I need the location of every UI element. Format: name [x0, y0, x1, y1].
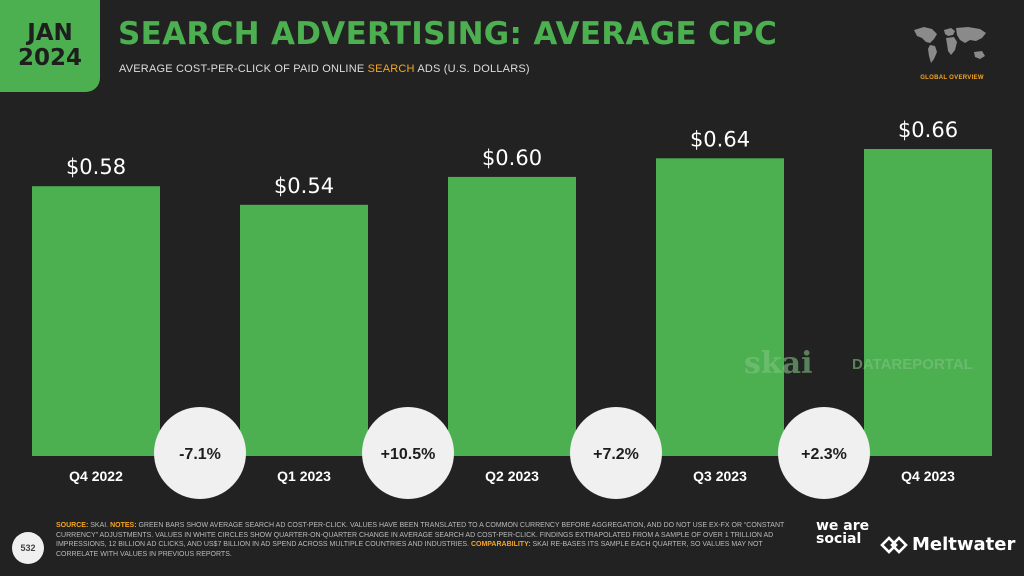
bar-chart: $0.58 Q4 2022 $0.54 Q1 2023 $0.60 Q2 2023 $0.6…: [32, 118, 992, 499]
bar-4: [864, 149, 992, 456]
world-map-icon: [914, 27, 986, 63]
notes-label: NOTES:: [110, 522, 137, 529]
category-label-4: Q4 2023: [901, 468, 955, 484]
value-label-3: $0.64: [690, 127, 750, 151]
subtitle-highlight: SEARCH: [367, 63, 415, 75]
subtitle-pre: AVERAGE COST-PER-CLICK OF PAID ONLINE: [119, 63, 368, 75]
notes-text: GREEN BARS SHOW AVERAGE SEARCH AD COST-P…: [56, 522, 785, 548]
change-label-2: +7.2%: [593, 446, 639, 463]
footer-notes: SOURCE: SKAI. NOTES: GREEN BARS SHOW AVE…: [56, 521, 796, 559]
change-circle-0: [154, 407, 246, 499]
category-label-3: Q3 2023: [693, 468, 747, 484]
source-label: SOURCE:: [56, 522, 89, 529]
comparability-text: SKAI RE-BASES ITS SAMPLE EACH QUARTER, S…: [56, 541, 763, 558]
page-subtitle: AVERAGE COST-PER-CLICK OF PAID ONLINE SE…: [119, 63, 530, 75]
change-circle-1: [362, 407, 454, 499]
value-label-0: $0.58: [66, 155, 126, 179]
category-label-1: Q1 2023: [277, 468, 331, 484]
change-label-1: +10.5%: [381, 446, 436, 463]
date-year: 2024: [17, 45, 82, 71]
source-text: SKAI.: [88, 522, 111, 529]
bar-0: [32, 186, 160, 456]
change-label-0: -7.1%: [179, 446, 221, 463]
value-label-4: $0.66: [898, 118, 958, 142]
date-badge: JAN 2024: [0, 0, 100, 92]
watermark-skai: skai: [744, 346, 813, 381]
change-circle-2: [570, 407, 662, 499]
change-label-3: +2.3%: [801, 446, 847, 463]
category-label-0: Q4 2022: [69, 468, 123, 484]
bar-3: [656, 158, 784, 456]
watermark-datareportal: DATAREPORTAL: [852, 356, 973, 373]
global-overview-tag: GLOBAL OVERVIEW: [920, 75, 984, 81]
category-label-2: Q2 2023: [485, 468, 539, 484]
page-number: 532: [12, 532, 44, 564]
meltwater-wordmark: Meltwater: [912, 534, 1016, 555]
page-title: SEARCH ADVERTISING: AVERAGE CPC: [118, 16, 778, 52]
subtitle-post: ADS (U.S. DOLLARS): [414, 63, 530, 75]
change-circle-3: [778, 407, 870, 499]
date-month: JAN: [27, 20, 73, 46]
meltwater-icon: [880, 535, 908, 554]
meltwater-logo: Meltwater: [880, 534, 1015, 555]
we-are-social-logo: we are social: [816, 518, 870, 547]
bar-1: [240, 204, 368, 456]
value-label-2: $0.60: [482, 146, 542, 170]
comparability-label: COMPARABILITY:: [470, 541, 531, 548]
value-label-1: $0.54: [274, 174, 334, 198]
bar-2: [448, 176, 576, 456]
